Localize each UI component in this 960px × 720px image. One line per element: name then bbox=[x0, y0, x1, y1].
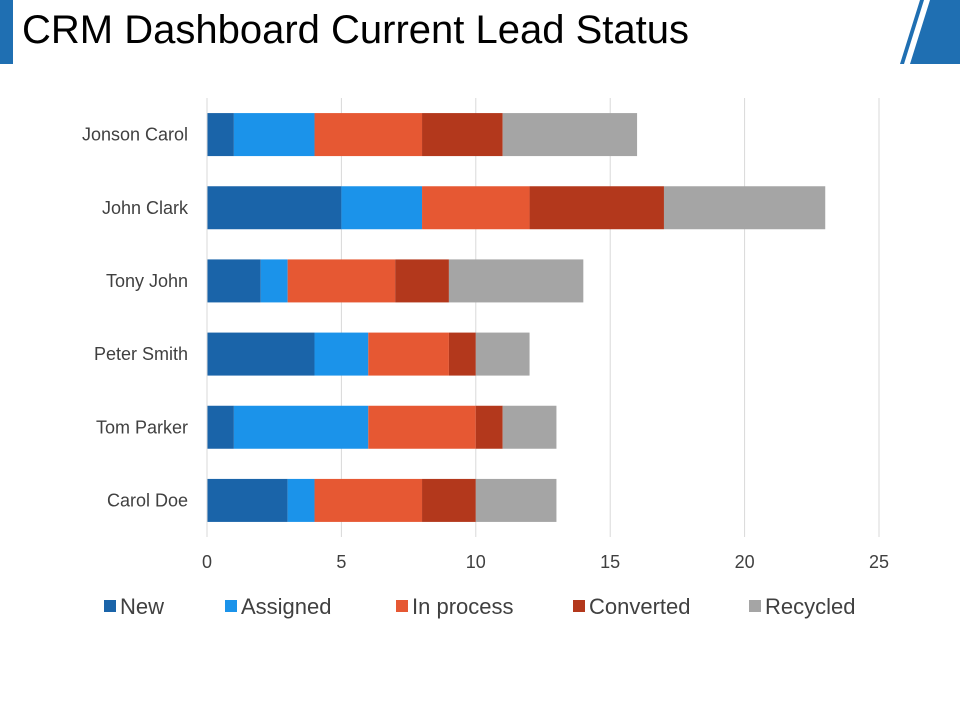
bar-assigned-peter-smith bbox=[314, 332, 369, 376]
bar-in-process-tony-john bbox=[287, 259, 396, 303]
legend-label: In process bbox=[412, 594, 514, 619]
bar-new-tony-john bbox=[207, 259, 261, 303]
bar-assigned-tom-parker bbox=[233, 405, 369, 449]
bar-recycled-jonson-carol bbox=[502, 113, 638, 157]
bar-new-peter-smith bbox=[207, 332, 315, 376]
title-accent-bar bbox=[0, 0, 13, 64]
bar-assigned-tony-john bbox=[260, 259, 288, 303]
bar-assigned-john-clark bbox=[341, 186, 423, 230]
legend-label: Converted bbox=[589, 594, 691, 619]
bar-converted-tom-parker bbox=[475, 405, 503, 449]
bar-in-process-tom-parker bbox=[368, 405, 476, 449]
bar-assigned-carol-doe bbox=[287, 478, 315, 522]
legend-label: Recycled bbox=[765, 594, 855, 619]
bar-in-process-peter-smith bbox=[368, 332, 449, 376]
corner-stripes-decoration bbox=[900, 0, 960, 64]
x-tick-label: 10 bbox=[466, 552, 486, 572]
bar-in-process-john-clark bbox=[422, 186, 530, 230]
bar-in-process-carol-doe bbox=[314, 478, 423, 522]
legend-label: Assigned bbox=[241, 594, 332, 619]
x-tick-label: 25 bbox=[869, 552, 889, 572]
bar-assigned-jonson-carol bbox=[233, 113, 315, 157]
x-tick-label: 5 bbox=[336, 552, 346, 572]
legend-swatch-in-process bbox=[396, 600, 408, 612]
y-category-label: Carol Doe bbox=[107, 490, 188, 510]
y-category-label: Peter Smith bbox=[94, 344, 188, 364]
x-tick-label: 0 bbox=[202, 552, 212, 572]
y-category-label: Jonson Carol bbox=[82, 125, 188, 145]
bar-new-john-clark bbox=[207, 186, 342, 230]
y-category-label: John Clark bbox=[102, 198, 189, 218]
bar-recycled-john-clark bbox=[663, 186, 826, 230]
page-title: CRM Dashboard Current Lead Status bbox=[22, 8, 689, 52]
bar-recycled-tom-parker bbox=[502, 405, 557, 449]
bar-new-carol-doe bbox=[207, 478, 288, 522]
bar-converted-jonson-carol bbox=[422, 113, 503, 157]
legend-swatch-new bbox=[104, 600, 116, 612]
x-tick-label: 15 bbox=[600, 552, 620, 572]
legend-swatch-assigned bbox=[225, 600, 237, 612]
y-category-label: Tony John bbox=[106, 271, 188, 291]
legend-label: New bbox=[120, 594, 164, 619]
legend-swatch-recycled bbox=[749, 600, 761, 612]
x-tick-label: 20 bbox=[735, 552, 755, 572]
bar-recycled-carol-doe bbox=[475, 478, 557, 522]
bar-converted-tony-john bbox=[395, 259, 449, 303]
y-category-label: Tom Parker bbox=[96, 417, 188, 437]
bar-converted-john-clark bbox=[529, 186, 664, 230]
bar-new-jonson-carol bbox=[207, 113, 234, 157]
bar-new-tom-parker bbox=[207, 405, 234, 449]
bar-recycled-tony-john bbox=[448, 259, 584, 303]
legend-swatch-converted bbox=[573, 600, 585, 612]
bar-converted-peter-smith bbox=[448, 332, 476, 376]
bar-recycled-peter-smith bbox=[475, 332, 530, 376]
bar-converted-carol-doe bbox=[422, 478, 476, 522]
bar-in-process-jonson-carol bbox=[314, 113, 423, 157]
